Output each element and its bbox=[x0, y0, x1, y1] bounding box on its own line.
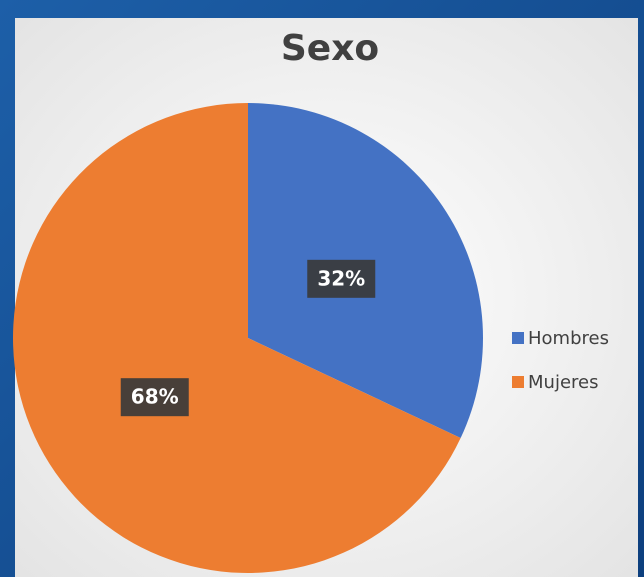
data-label-box bbox=[307, 259, 376, 298]
legend-swatch bbox=[512, 376, 524, 388]
legend-label: Mujeres bbox=[528, 372, 598, 393]
chart-title: Sexo bbox=[281, 28, 379, 69]
legend-swatch bbox=[512, 332, 524, 344]
legend-label: Hombres bbox=[528, 328, 609, 349]
data-label-box bbox=[120, 378, 189, 417]
data-label: 68% bbox=[131, 385, 179, 409]
data-label: 32% bbox=[317, 266, 365, 290]
pie-slice bbox=[13, 102, 461, 573]
